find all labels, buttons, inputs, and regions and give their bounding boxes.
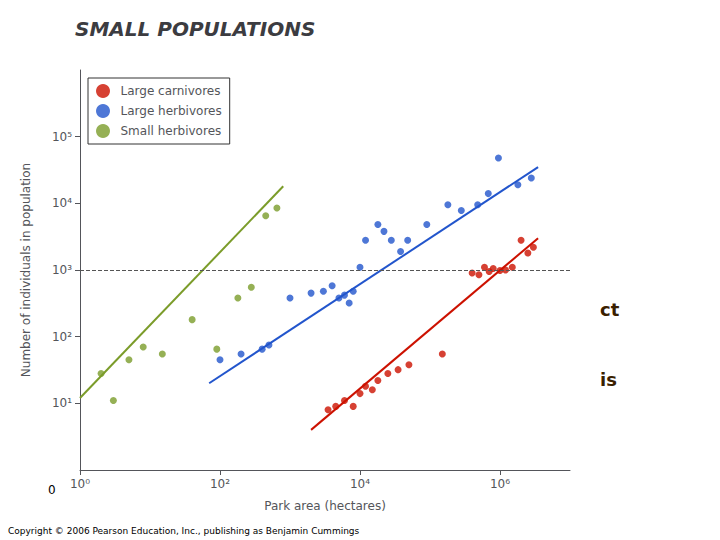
- svg-text:10²: 10²: [52, 330, 72, 344]
- svg-text:10⁶: 10⁶: [490, 477, 510, 491]
- svg-text:10⁰: 10⁰: [70, 477, 90, 491]
- svg-text:10³: 10³: [52, 263, 72, 277]
- svg-text:Small herbivores: Small herbivores: [121, 124, 222, 138]
- svg-text:ct: ct: [600, 299, 620, 320]
- svg-text:Large herbivores: Large herbivores: [121, 104, 222, 118]
- svg-text:10¹: 10¹: [52, 396, 72, 410]
- svg-text:0: 0: [48, 483, 56, 497]
- svg-text:Copyright © 2006 Pearson Educa: Copyright © 2006 Pearson Education, Inc.…: [8, 526, 360, 536]
- svg-text:10⁴: 10⁴: [350, 477, 370, 491]
- svg-text:is: is: [600, 369, 617, 390]
- svg-text:Large carnivores: Large carnivores: [121, 84, 221, 98]
- svg-text:10²: 10²: [210, 477, 230, 491]
- svg-text:SMALL POPULATIONS: SMALL POPULATIONS: [75, 17, 315, 41]
- svg-text:Park area (hectares): Park area (hectares): [264, 499, 386, 513]
- svg-text:10⁴: 10⁴: [52, 196, 72, 210]
- svg-text:10⁵: 10⁵: [52, 130, 72, 144]
- svg-text:Number of individuals in popul: Number of individuals in population: [19, 163, 33, 377]
